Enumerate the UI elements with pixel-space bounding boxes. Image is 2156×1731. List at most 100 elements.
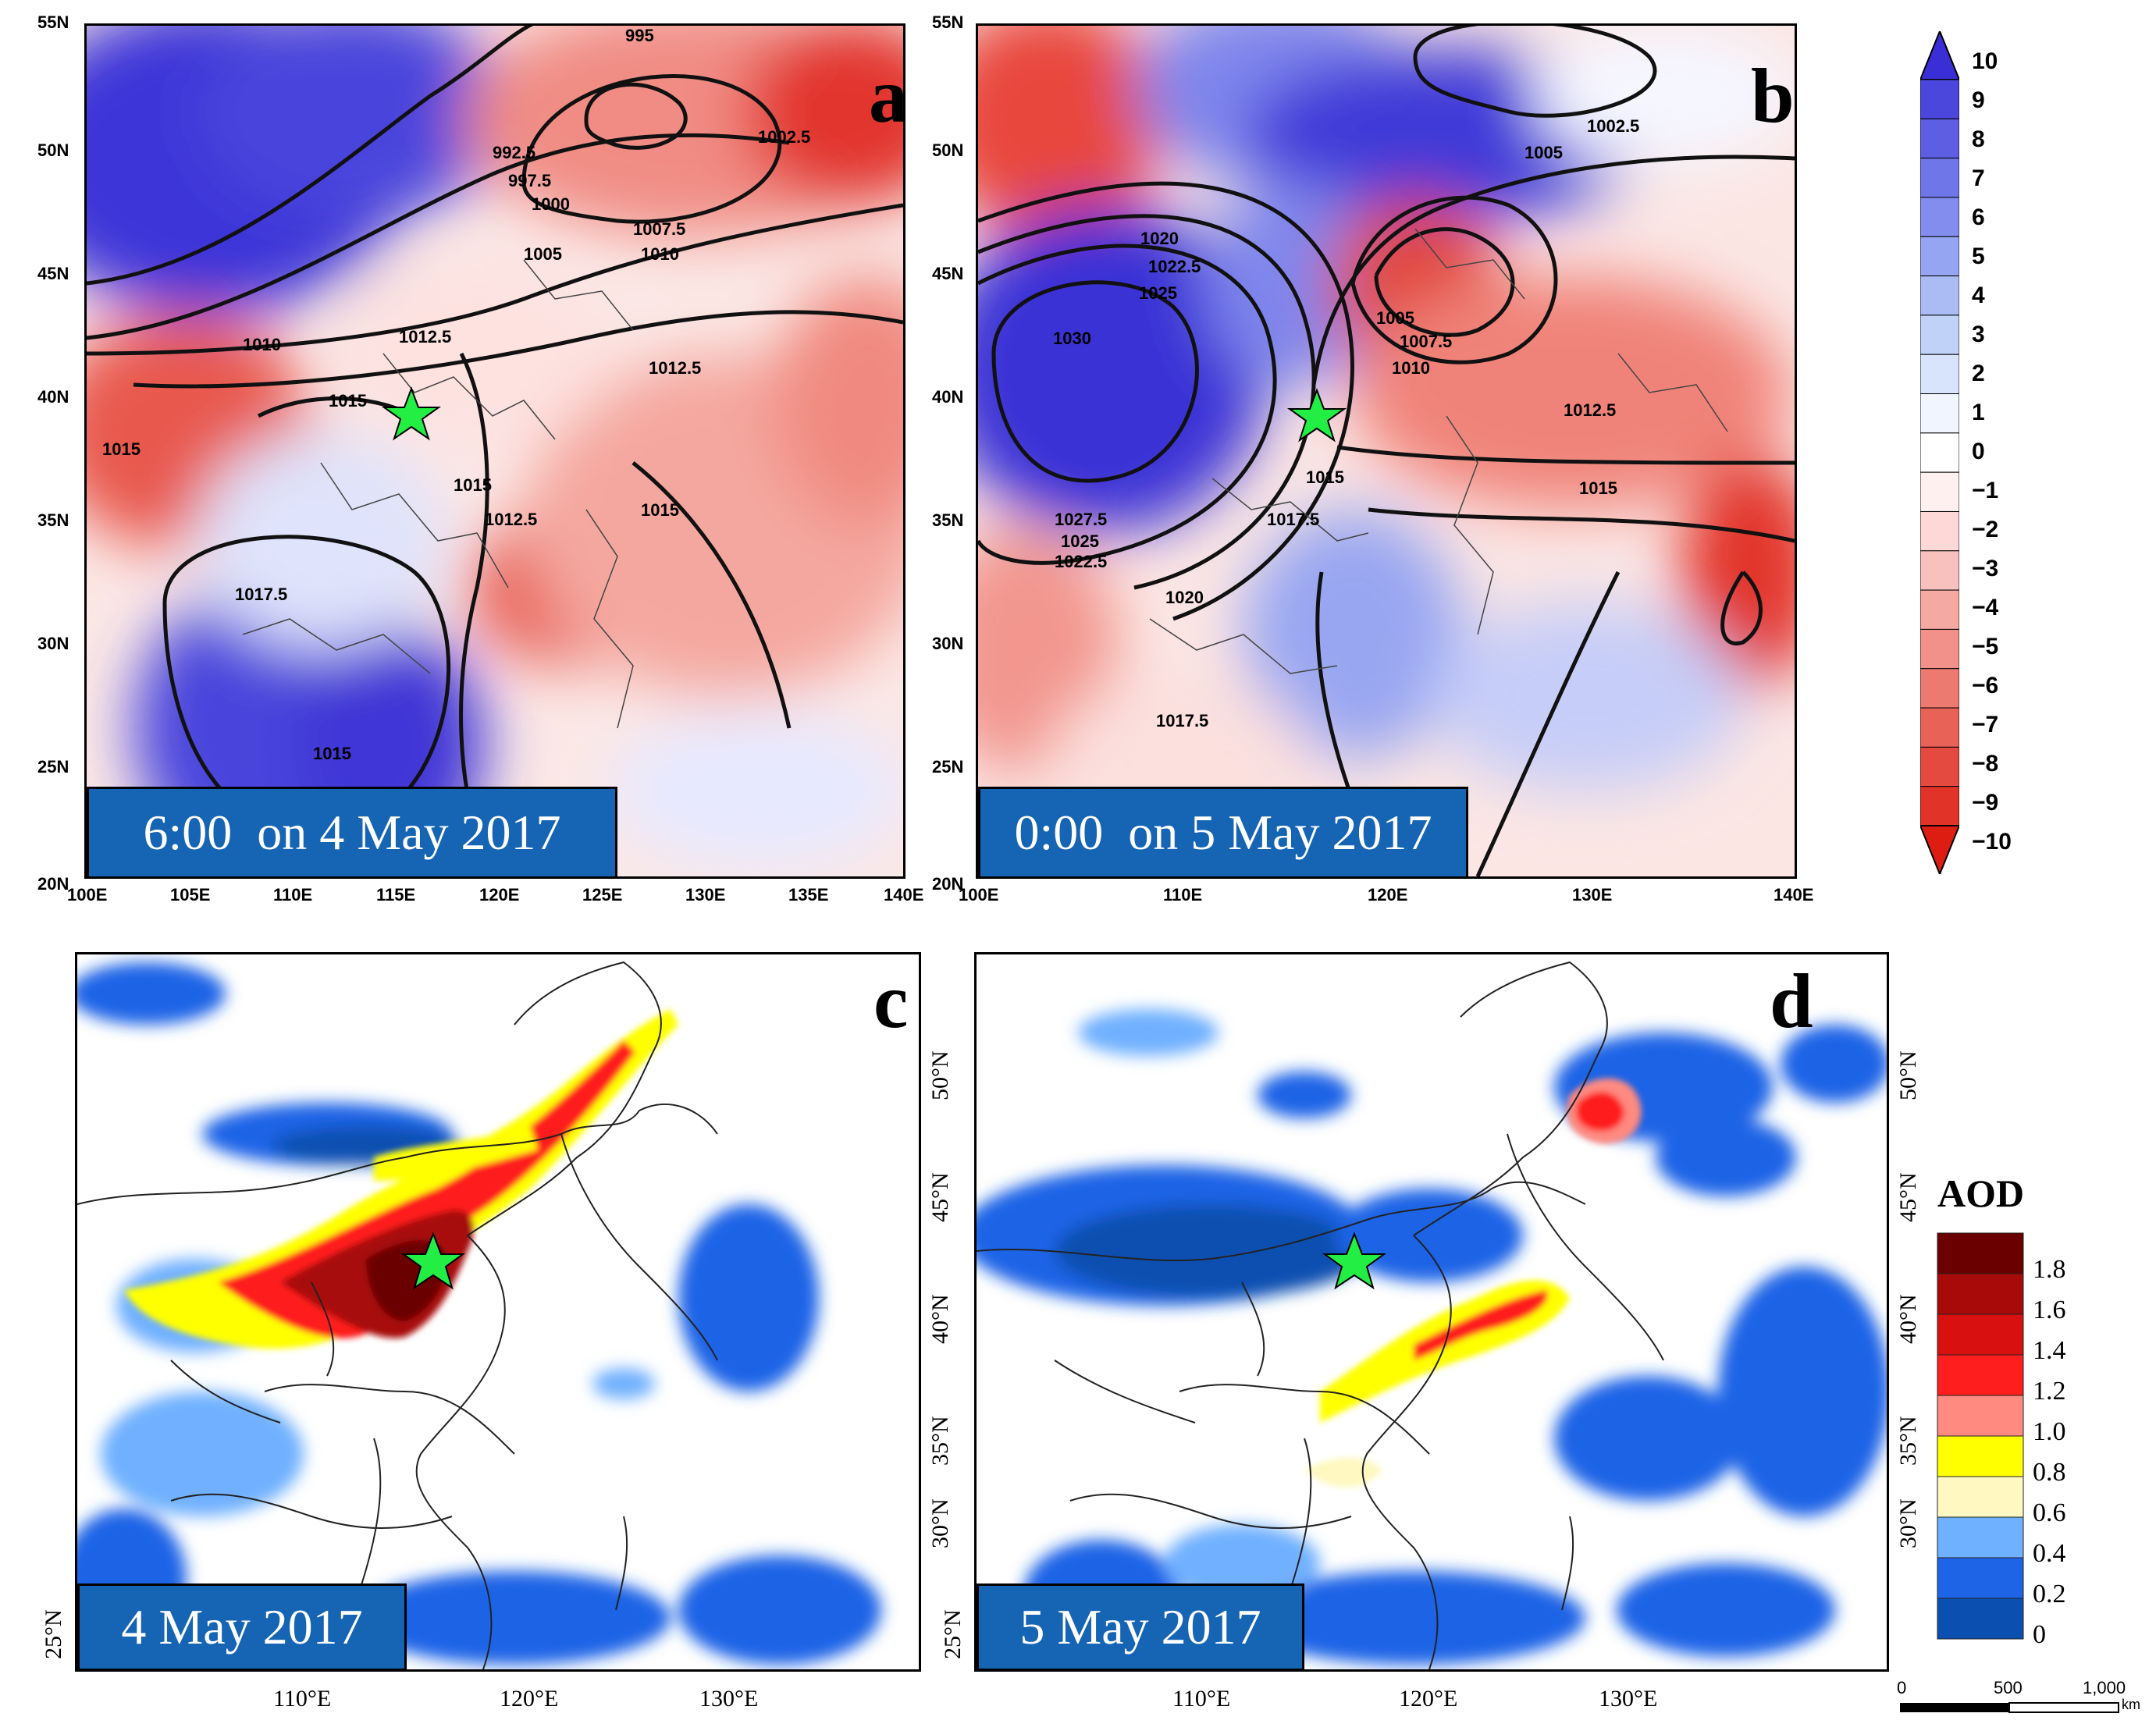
lon-tick: 110°E [273, 1686, 332, 1711]
svg-text:1017.5: 1017.5 [235, 585, 287, 604]
svg-text:1007.5: 1007.5 [633, 219, 685, 239]
temperature-colorbar-swatch [1920, 79, 1959, 119]
temperature-colorbar-swatch [1920, 668, 1959, 709]
lat-tick: 40N [932, 387, 964, 407]
beijing-star-marker [381, 386, 442, 441]
scale-bar: 0 500 1,000 km [1897, 1678, 2147, 1725]
lon-tick: 110E [1163, 885, 1203, 905]
lon-tick: 130°E [699, 1686, 759, 1711]
panel-a-letter: a [869, 52, 905, 139]
svg-text:1017.5: 1017.5 [1156, 711, 1208, 730]
lat-tick: 50N [932, 140, 964, 160]
svg-text:1015: 1015 [454, 475, 492, 495]
panel-c-map: c 4 May 2017 [75, 952, 921, 1672]
svg-text:1017.5: 1017.5 [1267, 510, 1319, 529]
temperature-colorbar-label: −8 [1972, 751, 1999, 777]
lat-tick: 35N [37, 510, 69, 530]
temperature-colorbar-swatch [1920, 707, 1959, 748]
temperature-colorbar-swatch [1920, 197, 1959, 237]
lat-tick: 30N [37, 634, 69, 653]
lat-tick: 50°N [927, 1050, 953, 1100]
panel-a-map: 995 992.5 997.5 1000 1002.5 1005 1007.5 … [84, 23, 905, 879]
aod-colorbar-swatch [1937, 1354, 2024, 1396]
aod-colorbar: AOD 1.8 1.6 1.4 1.2 1.0 0.8 0.6 0.4 0.2 0 [1936, 1171, 2147, 1655]
temperature-colorbar-swatches [1920, 31, 1959, 874]
temperature-colorbar-label: −7 [1972, 712, 1999, 738]
svg-text:1012.5: 1012.5 [1564, 400, 1616, 420]
lat-tick: 40N [37, 387, 69, 407]
lat-tick: 20N [37, 874, 69, 894]
aod-colorbar-label: 1.0 [2033, 1417, 2066, 1446]
temperature-colorbar-swatch [1920, 354, 1959, 395]
svg-text:1015: 1015 [1306, 467, 1344, 487]
lon-tick: 125E [582, 885, 623, 905]
temperature-colorbar-label: 10 [1972, 48, 1998, 74]
temperature-colorbar-label: −4 [1972, 595, 1999, 620]
temperature-colorbar-label: 2 [1972, 361, 1985, 386]
aod-colorbar-label: 1.4 [2033, 1336, 2066, 1365]
lon-tick: 130E [685, 885, 726, 905]
lon-tick: 135E [788, 885, 829, 905]
lat-tick: 30°N [927, 1498, 953, 1548]
beijing-star-marker [1286, 388, 1347, 443]
aod-colorbar-swatch [1937, 1557, 2024, 1599]
svg-text:1030: 1030 [1053, 329, 1091, 348]
svg-text:1002.5: 1002.5 [758, 127, 810, 147]
scale-bar-unit: km [2122, 1697, 2140, 1712]
panel-b-letter: b [1751, 52, 1795, 139]
lat-tick: 35°N [927, 1416, 953, 1466]
aod-colorbar-swatch [1937, 1476, 2024, 1518]
temperature-colorbar-swatch [1920, 471, 1959, 512]
svg-text:1012.5: 1012.5 [485, 510, 537, 529]
scale-bar-label-0: 0 [1897, 1678, 1907, 1697]
lat-tick: 45N [37, 264, 69, 283]
temperature-colorbar-label: −3 [1972, 556, 1999, 581]
temperature-colorbar-swatch [1920, 550, 1959, 591]
lon-tick: 120E [479, 885, 520, 905]
svg-text:1015: 1015 [641, 500, 679, 520]
aod-colorbar-swatch [1937, 1516, 2024, 1559]
panel-d-date-label: 5 May 2017 [977, 1583, 1304, 1669]
panel-c-date-label: 4 May 2017 [77, 1583, 407, 1669]
lon-tick: 100E [959, 885, 999, 905]
temperature-colorbar-label: 3 [1972, 322, 1985, 347]
svg-text:1022.5: 1022.5 [1055, 552, 1107, 571]
temperature-colorbar-label: −10 [1972, 829, 2012, 855]
lat-tick: 25N [932, 757, 964, 777]
temperature-colorbar-label: −5 [1972, 634, 1999, 659]
temperature-colorbar-swatch [1920, 746, 1959, 787]
temperature-colorbar-swatch [1920, 393, 1959, 434]
temperature-colorbar-swatch [1920, 432, 1959, 473]
svg-text:995: 995 [625, 26, 654, 45]
panel-b-date-label: 0:00 on 5 May 2017 [978, 787, 1468, 876]
temperature-colorbar-swatch [1920, 786, 1959, 826]
lat-tick: 55N [932, 12, 964, 32]
lat-tick: 50°N [1895, 1050, 1921, 1100]
aod-colorbar-swatch [1937, 1273, 2024, 1315]
aod-colorbar-swatch [1937, 1313, 2024, 1356]
panel-c-aod-field [77, 954, 919, 1669]
lat-tick: 20N [932, 874, 964, 894]
lon-tick: 100E [67, 885, 108, 905]
aod-colorbar-label: 1.2 [2033, 1377, 2066, 1406]
temperature-colorbar-swatch [1920, 158, 1959, 198]
svg-text:1015: 1015 [1579, 478, 1617, 498]
svg-text:1015: 1015 [329, 391, 367, 411]
lat-tick: 25N [37, 757, 69, 777]
temperature-colorbar-label: 4 [1972, 283, 1985, 308]
svg-text:1020: 1020 [1165, 588, 1204, 607]
aod-colorbar-label: 0.4 [2033, 1539, 2066, 1568]
svg-text:1005: 1005 [1376, 308, 1414, 328]
temperature-colorbar-label: 7 [1972, 165, 1985, 191]
svg-text:997.5: 997.5 [508, 171, 551, 190]
svg-text:1020: 1020 [1140, 229, 1179, 248]
temperature-colorbar-swatch [1920, 628, 1959, 670]
svg-text:1005: 1005 [1524, 143, 1563, 162]
lat-tick: 40°N [927, 1294, 953, 1344]
svg-text:1007.5: 1007.5 [1400, 332, 1452, 351]
temperature-colorbar: 10 9 8 7 6 5 4 3 2 1 0 −1 −2 −3 −4 −5 −6 −7 −8 −9 −10 [1920, 31, 2147, 874]
svg-text:1005: 1005 [524, 244, 562, 264]
temperature-colorbar-label: 8 [1972, 126, 1985, 152]
svg-text:1012.5: 1012.5 [649, 358, 701, 378]
svg-text:1000: 1000 [532, 194, 570, 214]
